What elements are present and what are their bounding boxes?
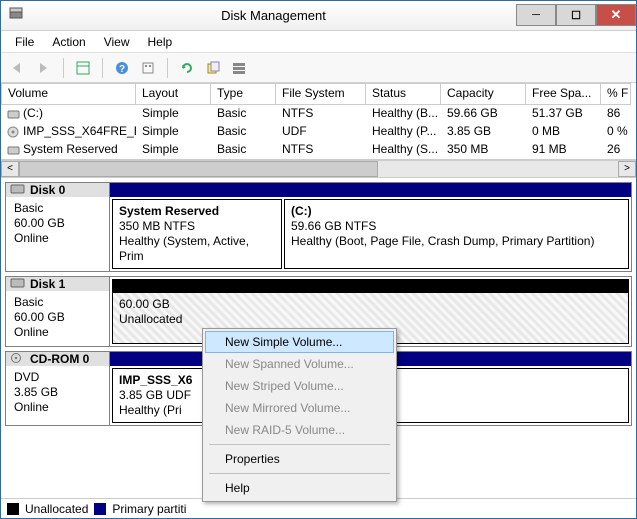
drive-icon: [7, 108, 21, 120]
disk-partitions: System Reserved350 MB NTFSHealthy (Syste…: [110, 183, 631, 271]
menu-file[interactable]: File: [7, 33, 42, 51]
refresh-button[interactable]: [176, 57, 198, 79]
legend-label: Unallocated: [25, 502, 88, 516]
view-button[interactable]: [72, 57, 94, 79]
list-button[interactable]: [228, 57, 250, 79]
forward-button[interactable]: [33, 57, 55, 79]
context-menu-item[interactable]: New Simple Volume...: [205, 331, 394, 353]
app-icon: [1, 6, 31, 25]
back-button[interactable]: [7, 57, 29, 79]
legend-label: Primary partiti: [112, 502, 186, 516]
context-menu-item: New Striped Volume...: [205, 375, 394, 397]
col-type[interactable]: Type: [211, 83, 276, 105]
col-pct[interactable]: % F: [601, 83, 631, 105]
disk-label[interactable]: Disk 0Basic60.00 GBOnline: [6, 183, 110, 271]
menu-help[interactable]: Help: [140, 33, 181, 51]
maximize-button[interactable]: ☐: [556, 4, 596, 26]
minimize-button[interactable]: ─: [516, 4, 556, 26]
window-title: Disk Management: [31, 8, 516, 23]
context-menu-item[interactable]: Help: [205, 477, 394, 499]
volume-row[interactable]: (C:)SimpleBasicNTFSHealthy (B...59.66 GB…: [1, 105, 636, 123]
menu-separator: [209, 444, 390, 445]
col-volume[interactable]: Volume: [1, 83, 136, 105]
titlebar[interactable]: Disk Management ─ ☐ ✕: [1, 1, 636, 31]
col-capacity[interactable]: Capacity: [441, 83, 526, 105]
settings-button[interactable]: [137, 57, 159, 79]
action-button[interactable]: [202, 57, 224, 79]
svg-text:?: ?: [119, 64, 125, 75]
scroll-thumb[interactable]: [19, 161, 378, 177]
volume-list-header: Volume Layout Type File System Status Ca…: [1, 83, 636, 105]
col-status[interactable]: Status: [366, 83, 441, 105]
context-menu-item: New Spanned Volume...: [205, 353, 394, 375]
drive-icon: [7, 144, 21, 156]
toolbar: ?: [1, 53, 636, 83]
scroll-right-button[interactable]: >: [618, 161, 636, 177]
drive-icon: [7, 126, 21, 138]
disk-icon: [10, 352, 26, 367]
close-button[interactable]: ✕: [596, 4, 636, 26]
scroll-track[interactable]: [19, 161, 618, 177]
scroll-left-button[interactable]: <: [1, 161, 19, 177]
volume-list: Volume Layout Type File System Status Ca…: [1, 83, 636, 160]
volume-row[interactable]: System ReservedSimpleBasicNTFSHealthy (S…: [1, 141, 636, 159]
legend-swatch-primary: [94, 503, 106, 515]
help-button[interactable]: ?: [111, 57, 133, 79]
disk-icon: [10, 183, 26, 198]
col-filesystem[interactable]: File System: [276, 83, 366, 105]
legend-swatch-unallocated: [7, 503, 19, 515]
volume-row[interactable]: IMP_SSS_X64FRE_E...SimpleBasicUDFHealthy…: [1, 123, 636, 141]
disk-row: Disk 0Basic60.00 GBOnlineSystem Reserved…: [5, 182, 632, 272]
context-menu-item: New Mirrored Volume...: [205, 397, 394, 419]
disk-label[interactable]: CD-ROM 0DVD3.85 GBOnline: [6, 352, 110, 425]
col-layout[interactable]: Layout: [136, 83, 211, 105]
disk-icon: [10, 277, 26, 292]
context-menu-item[interactable]: Properties: [205, 448, 394, 470]
partition[interactable]: System Reserved350 MB NTFSHealthy (Syste…: [112, 199, 282, 269]
horizontal-scrollbar[interactable]: < >: [1, 160, 636, 178]
context-menu: New Simple Volume...New Spanned Volume..…: [202, 328, 397, 502]
menu-view[interactable]: View: [96, 33, 138, 51]
disk-label[interactable]: Disk 1Basic60.00 GBOnline: [6, 277, 110, 346]
menu-separator: [209, 473, 390, 474]
context-menu-item: New RAID-5 Volume...: [205, 419, 394, 441]
col-free[interactable]: Free Spa...: [526, 83, 601, 105]
partition[interactable]: (C:)59.66 GB NTFSHealthy (Boot, Page Fil…: [284, 199, 629, 269]
menu-action[interactable]: Action: [44, 33, 93, 51]
menubar: File Action View Help: [1, 31, 636, 53]
